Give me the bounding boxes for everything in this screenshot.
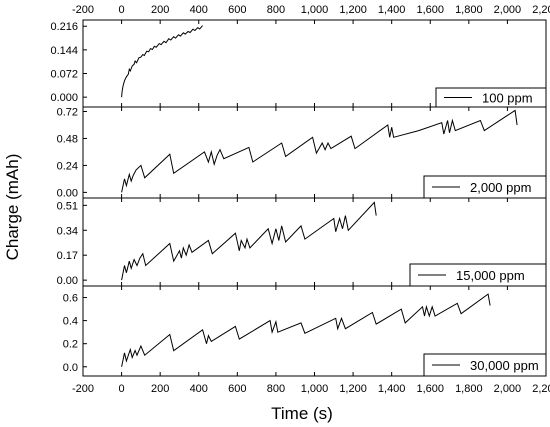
- y-tick-label: 0.072: [50, 69, 78, 81]
- x-tick-label-top: 200: [151, 4, 169, 16]
- panel-2: 0.00 0.24 0.48 0.72 2,000 ppm: [57, 106, 547, 199]
- panel-4: 0.0 0.2 0.4 0.6 30,000 ppm: [63, 285, 547, 377]
- x-tick-label: 2,200: [532, 383, 550, 395]
- y-tick-label: 0.72: [57, 106, 78, 118]
- panel-1: 0.000 0.072 0.144 0.216 100 ppm: [50, 19, 547, 108]
- x-tick-label-top: 1,800: [455, 4, 483, 16]
- y-tick-label: 0.000: [50, 92, 78, 104]
- x-tick-label-top: -200: [72, 4, 94, 16]
- x-tick-label-top: 1,400: [378, 4, 406, 16]
- x-tick-label: 600: [228, 383, 246, 395]
- bottom-x-axis: -200 0 200 400 600 800 1,000 1,200 1,400 1,600 1,8…: [72, 383, 550, 395]
- x-tick-label: 1,800: [455, 383, 483, 395]
- y-tick-label: 0.51: [57, 200, 78, 212]
- x-tick-label-top: 1,600: [416, 4, 444, 16]
- series-line: [121, 293, 491, 367]
- x-tick-label: 1,200: [339, 383, 367, 395]
- x-tick-label-top: 800: [267, 4, 285, 16]
- series-line: [121, 201, 377, 281]
- y-tick-label: 0.24: [57, 160, 78, 172]
- x-tick-label: 1,600: [416, 383, 444, 395]
- x-tick-label-top: 2,200: [532, 4, 550, 16]
- x-tick-label-top: 0: [119, 4, 125, 16]
- y-tick-label: 0.00: [57, 187, 78, 199]
- y-tick-label: 0.4: [63, 316, 78, 328]
- x-tick-label: 800: [267, 383, 285, 395]
- y-tick-label: 0.216: [50, 21, 78, 33]
- y-tick-label: 0.48: [57, 133, 78, 145]
- x-tick-label-top: 1,200: [339, 4, 367, 16]
- y-tick-label: 0.144: [50, 45, 78, 57]
- x-tick-label: 2,000: [494, 383, 522, 395]
- legend: 100 ppm: [435, 87, 547, 108]
- top-x-axis: -200 0 200 400 600 800 1,000 1,200 1,400 1,600 1,8…: [72, 4, 550, 16]
- x-axis-title: Time (s): [271, 404, 333, 423]
- legend-box: [423, 353, 547, 377]
- y-tick-label: 0.6: [63, 293, 78, 305]
- x-tick-label: 1,400: [378, 383, 406, 395]
- x-tick-label-top: 2,000: [494, 4, 522, 16]
- legend-label: 15,000 ppm: [456, 268, 525, 283]
- legend-label: 2,000 ppm: [470, 180, 531, 195]
- y-tick-label: 0.34: [57, 225, 78, 237]
- x-tick-label-top: 1,000: [301, 4, 329, 16]
- x-tick-label: 0: [119, 383, 125, 395]
- y-tick-label: 0.00: [57, 275, 78, 287]
- series-line: [121, 25, 203, 98]
- y-tick-label: 0.0: [63, 362, 78, 374]
- x-tick-label-top: 400: [190, 4, 208, 16]
- y-axis-title: Charge (mAh): [3, 154, 22, 261]
- x-tick-label: 400: [190, 383, 208, 395]
- x-tick-label: -200: [72, 383, 94, 395]
- legend-label: 100 ppm: [482, 91, 533, 106]
- legend: 2,000 ppm: [423, 175, 547, 199]
- x-tick-label: 200: [151, 383, 169, 395]
- series-line: [121, 109, 518, 193]
- legend-label: 30,000 ppm: [470, 358, 539, 373]
- y-tick-label: 0.2: [63, 339, 78, 351]
- panel-3: 0.00 0.17 0.34 0.51 15,000 ppm: [57, 197, 547, 287]
- legend: 15,000 ppm: [409, 263, 547, 287]
- x-tick-label: 1,000: [301, 383, 329, 395]
- legend: 30,000 ppm: [423, 353, 547, 377]
- y-tick-label: 0.17: [57, 250, 78, 262]
- x-tick-label-top: 600: [228, 4, 246, 16]
